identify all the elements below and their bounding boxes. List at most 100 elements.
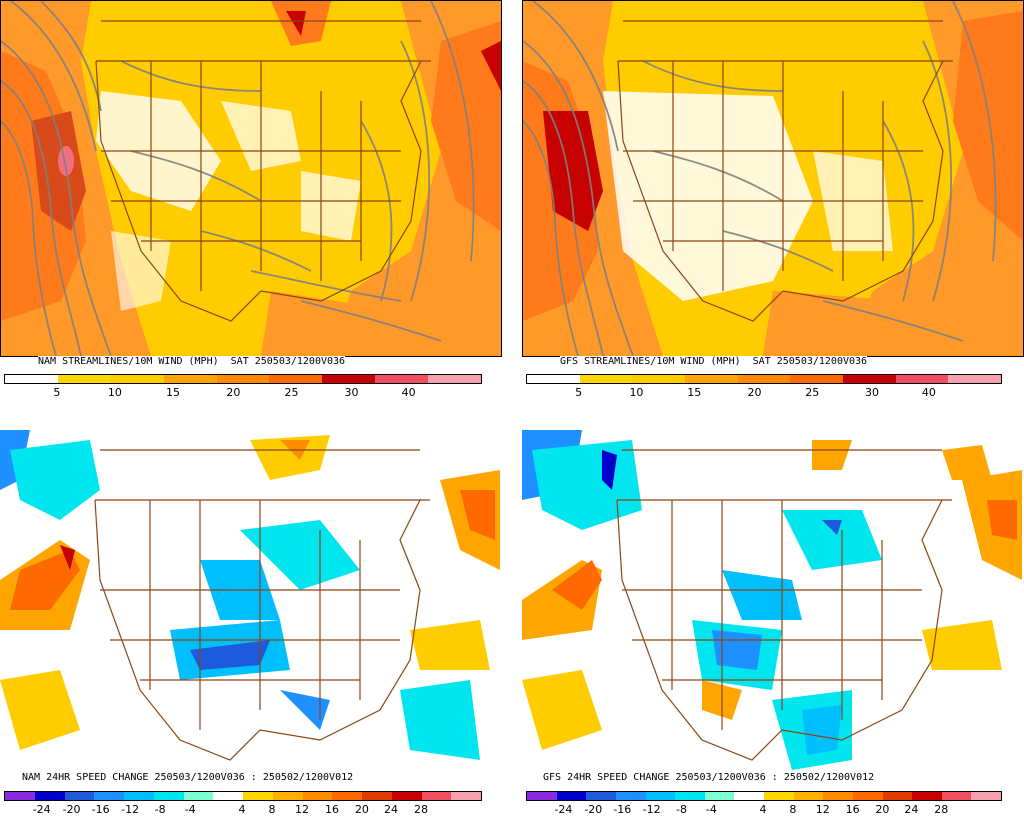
colorbar-swatch: [124, 792, 154, 800]
nam-change-title: NAM 24HR SPEED CHANGE 250503/1200V036 : …: [22, 772, 354, 783]
colorbar-tick-label: 12: [294, 803, 309, 816]
colorbar-tick-label: 25: [284, 386, 299, 399]
nam-change-colorbar: [4, 791, 482, 801]
colorbar-swatch: [685, 375, 738, 383]
colorbar-swatch: [451, 792, 481, 800]
gfs-wind-colorbar-labels: 5 10 15 20 25 30 40: [526, 386, 1000, 400]
colorbar-swatch: [941, 792, 972, 800]
nam-wind-colorbar-labels: 5 10 15 20 25 30 40: [4, 386, 480, 400]
gfs-change-title: GFS 24HR SPEED CHANGE 250503/1200V036 : …: [543, 772, 875, 783]
colorbar-tick-label: 12: [815, 803, 830, 816]
colorbar-swatch: [704, 792, 735, 800]
colorbar-swatch: [793, 792, 824, 800]
colorbar-tick-label: -20: [584, 803, 603, 816]
colorbar-tick-label: 16: [845, 803, 860, 816]
colorbar-swatch: [527, 375, 580, 383]
colorbar-tick-label: 30: [865, 386, 880, 399]
colorbar-swatch: [216, 375, 270, 383]
colorbar-swatch: [332, 792, 362, 800]
colorbar-swatch: [5, 792, 35, 800]
colorbar-swatch: [615, 792, 646, 800]
colorbar-swatch: [391, 792, 422, 800]
colorbar-swatch: [421, 792, 452, 800]
nam-change-map: [0, 430, 500, 788]
colorbar-swatch: [64, 792, 95, 800]
colorbar-swatch: [5, 375, 58, 383]
colorbar-swatch: [895, 375, 949, 383]
colorbar-swatch: [734, 792, 764, 800]
colorbar-tick-label: 20: [226, 386, 241, 399]
colorbar-tick-label: -16: [91, 803, 110, 816]
colorbar-swatch: [110, 375, 164, 383]
nam-change-colorbar-labels: -24 -20 -16 -12 -8 -4 4 8 12 16 20 24 28: [4, 803, 480, 817]
colorbar-tick-label: -12: [121, 803, 140, 816]
colorbar-swatch: [153, 792, 184, 800]
nam-wind-map: [0, 0, 502, 357]
colorbar-tick-label: -24: [554, 803, 573, 816]
colorbar-swatch: [579, 375, 633, 383]
colorbar-swatch: [375, 375, 429, 383]
gfs-change-field: [522, 430, 1022, 788]
colorbar-swatch: [586, 792, 616, 800]
colorbar-swatch: [527, 792, 557, 800]
colorbar-swatch: [34, 792, 65, 800]
colorbar-tick-label: 20: [875, 803, 890, 816]
colorbar-tick-label: 28: [413, 803, 428, 816]
colorbar-swatch: [269, 375, 323, 383]
colorbar-tick-label: -24: [32, 803, 51, 816]
colorbar-tick-label: 30: [344, 386, 359, 399]
gfs-wind-colorbar: [526, 374, 1002, 384]
colorbar-tick-label: 4: [238, 803, 246, 816]
colorbar-tick-label: -12: [642, 803, 661, 816]
colorbar-swatch: [243, 792, 273, 800]
colorbar-tick-label: -8: [675, 803, 687, 816]
colorbar-tick-label: 16: [324, 803, 339, 816]
colorbar-tick-label: -16: [613, 803, 632, 816]
colorbar-tick-label: 25: [805, 386, 820, 399]
gfs-change-colorbar-labels: -24 -20 -16 -12 -8 -4 4 8 12 16 20 24 28: [526, 803, 1000, 817]
gfs-change-map: [522, 430, 1022, 788]
colorbar-swatch: [302, 792, 333, 800]
colorbar-swatch: [790, 375, 844, 383]
colorbar-swatch: [556, 792, 587, 800]
gfs-wind-map: [522, 0, 1024, 357]
colorbar-tick-label: -4: [705, 803, 717, 816]
colorbar-tick-label: -4: [184, 803, 196, 816]
nam-wind-colorbar: [4, 374, 482, 384]
colorbar-swatch: [737, 375, 791, 383]
colorbar-tick-label: 8: [268, 803, 276, 816]
gfs-change-colorbar: [526, 791, 1002, 801]
nam-wind-title: NAM STREAMLINES/10M WIND (MPH) SAT 25050…: [38, 356, 346, 367]
nam-wind-field: [1, 1, 501, 356]
colorbar-tick-label: 15: [687, 386, 702, 399]
colorbar-swatch: [213, 792, 243, 800]
colorbar-tick-label: 5: [53, 386, 61, 399]
colorbar-tick-label: 20: [747, 386, 762, 399]
colorbar-swatch: [823, 792, 853, 800]
gfs-wind-title: GFS STREAMLINES/10M WIND (MPH) SAT 25050…: [560, 356, 868, 367]
colorbar-swatch: [843, 375, 896, 383]
colorbar-tick-label: 5: [575, 386, 583, 399]
colorbar-swatch: [764, 792, 794, 800]
colorbar-swatch: [912, 792, 942, 800]
colorbar-tick-label: 10: [629, 386, 644, 399]
colorbar-swatch: [163, 375, 217, 383]
colorbar-swatch: [428, 375, 482, 383]
colorbar-swatch: [948, 375, 1002, 383]
colorbar-swatch: [322, 375, 376, 383]
colorbar-swatch: [362, 792, 392, 800]
colorbar-tick-label: 4: [759, 803, 767, 816]
gfs-wind-field: [523, 1, 1023, 356]
colorbar-swatch: [645, 792, 676, 800]
colorbar-swatch: [852, 792, 883, 800]
colorbar-swatch: [272, 792, 303, 800]
colorbar-swatch: [57, 375, 111, 383]
colorbar-swatch: [632, 375, 686, 383]
colorbar-swatch: [882, 792, 913, 800]
colorbar-tick-label: -8: [154, 803, 166, 816]
colorbar-tick-label: 24: [904, 803, 919, 816]
colorbar-tick-label: 8: [789, 803, 797, 816]
colorbar-tick-label: -20: [62, 803, 81, 816]
colorbar-tick-label: 15: [165, 386, 180, 399]
colorbar-tick-label: 40: [401, 386, 416, 399]
